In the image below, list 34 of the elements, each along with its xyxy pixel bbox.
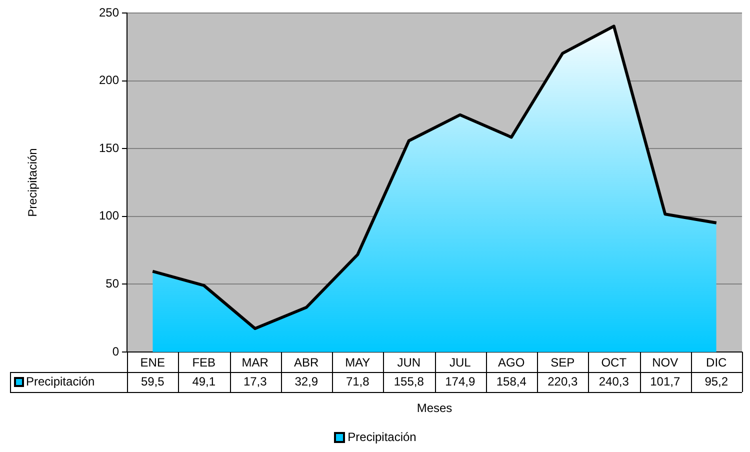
data-label: 220,3 [548,374,578,388]
y-tick-label: 150 [98,140,120,155]
legend-label: Precipitación [26,374,95,388]
x-tick-label: JUN [397,356,421,370]
data-label: 174,9 [445,374,476,388]
x-tick-label: NOV [652,356,678,370]
y-tick-label: 250 [98,5,120,20]
data-label: 59,5 [140,374,165,388]
x-tick-label: SEP [550,356,575,370]
data-label: 49,1 [192,374,216,388]
y-tick-label: 200 [98,73,120,88]
y-tick-label: 100 [98,208,120,223]
x-axis-title: Meses [416,401,452,416]
text: Precipitación [348,430,416,444]
data-label: 32,9 [294,374,318,388]
data-label: 17,3 [243,374,268,388]
x-tick-label: ABR [294,356,320,370]
x-tick-label: MAY [345,356,370,370]
data-label: 240,3 [598,374,630,388]
data-label: 158,4 [496,374,527,388]
x-tick-label: MAR [242,356,269,370]
x-tick-label: ENE [140,356,165,370]
y-axis-title: Precipitación [26,148,40,217]
x-tick-label: FEB [192,356,216,370]
data-label: 71,8 [346,374,370,388]
x-tick-label: OCT [601,356,628,370]
data-label: 95,2 [704,374,728,388]
x-tick-label: DIC [706,356,728,370]
x-tick-label: JUL [449,356,472,370]
y-tick-label: 50 [106,276,120,291]
y-tick-label: 0 [112,344,120,358]
data-label: 101,7 [650,374,680,388]
data-label: 155,8 [394,374,424,388]
x-tick-label: AGO [498,356,525,370]
